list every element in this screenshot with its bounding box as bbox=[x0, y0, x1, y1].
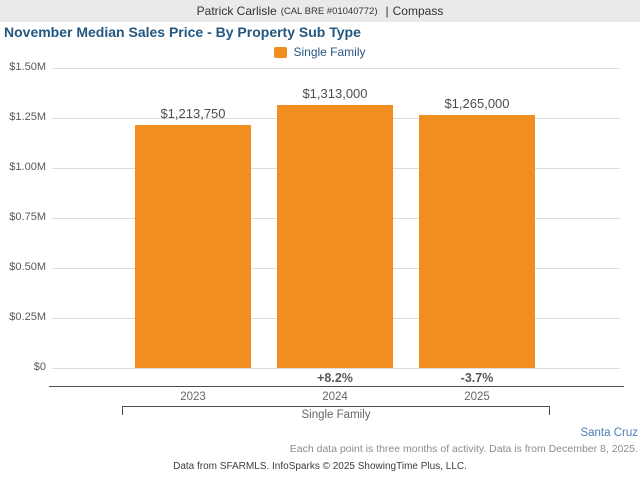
group-bracket bbox=[122, 406, 550, 407]
header-separator: | bbox=[385, 4, 389, 18]
bar-2025[interactable] bbox=[419, 115, 535, 368]
chart-title: November Median Sales Price - By Propert… bbox=[4, 24, 361, 40]
region-link[interactable]: Santa Cruz bbox=[580, 427, 638, 439]
data-disclaimer: Each data point is three months of activ… bbox=[289, 443, 638, 455]
y-tick-label: $0.75M bbox=[9, 211, 46, 223]
bar-value-label: $1,265,000 bbox=[444, 96, 510, 111]
y-tick-label: $1.00M bbox=[9, 161, 46, 173]
agent-license: (CAL BRE #01040772) bbox=[280, 5, 378, 17]
y-tick-label: $0.50M bbox=[9, 261, 46, 273]
chart-legend[interactable]: Single Family bbox=[0, 45, 640, 59]
y-tick-label: $1.25M bbox=[9, 111, 46, 123]
bar-value-label: $1,313,000 bbox=[302, 86, 368, 102]
x-tick-label: 2023 bbox=[180, 391, 206, 403]
group-bracket-left-tick bbox=[122, 406, 123, 415]
legend-label-single-family: Single Family bbox=[293, 45, 366, 59]
bar-2023[interactable] bbox=[135, 125, 251, 368]
y-gridline bbox=[52, 68, 620, 69]
data-attribution: Data from SFARMLS. InfoSparks © 2025 Sho… bbox=[173, 461, 467, 472]
agent-name: Patrick Carlisle bbox=[196, 4, 277, 18]
pct-change-label: +8.2% bbox=[317, 371, 353, 385]
y-tick-label: $1.50M bbox=[9, 61, 46, 73]
legend-swatch-single-family bbox=[274, 46, 288, 58]
bar-2024[interactable] bbox=[277, 105, 393, 368]
group-bracket-right-tick bbox=[549, 406, 550, 415]
group-label: Single Family bbox=[301, 409, 371, 421]
y-tick-label: $0.25M bbox=[9, 311, 46, 323]
y-tick-label: $0 bbox=[33, 361, 46, 373]
pct-change-label: -3.7% bbox=[460, 371, 494, 385]
x-axis-line bbox=[49, 386, 624, 387]
y-gridline bbox=[52, 368, 620, 369]
header-bar: Patrick Carlisle (CAL BRE #01040772) | C… bbox=[0, 0, 640, 22]
x-tick-label: 2024 bbox=[322, 391, 348, 403]
bar-value-label: $1,213,750 bbox=[160, 106, 226, 122]
brokerage-name: Compass bbox=[392, 4, 444, 18]
x-tick-label: 2025 bbox=[464, 391, 490, 403]
